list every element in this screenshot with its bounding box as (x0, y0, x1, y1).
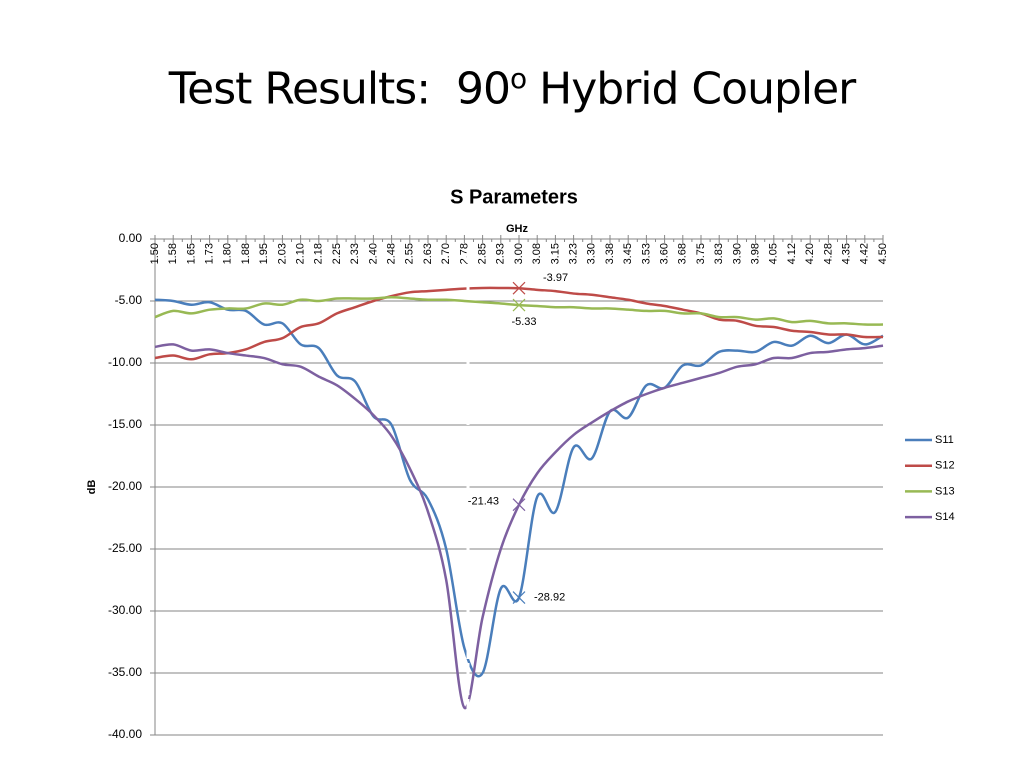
marker (512, 281, 526, 295)
x-tick-label: 1.50 (149, 243, 161, 264)
x-tick-label: 3.75 (695, 243, 707, 264)
title-superscript: o (510, 62, 527, 95)
data-label: -5.33 (511, 316, 536, 328)
x-tick-label: 4.28 (822, 243, 834, 264)
x-tick-label: 3.15 (549, 243, 561, 264)
x-tick-label: 3.45 (622, 243, 634, 264)
y-tick-label: -5.00 (115, 293, 143, 307)
x-tick-label: 4.12 (786, 243, 798, 264)
x-tick-label: 2.25 (331, 243, 343, 264)
x-tick-label: 3.38 (604, 243, 616, 264)
legend-label: S12 (935, 460, 955, 472)
marker (512, 498, 526, 512)
marker (512, 298, 526, 312)
x-tick-label: 1.95 (258, 243, 270, 264)
x-tick-label: 3.68 (677, 243, 689, 264)
x-tick-label: 2.85 (477, 243, 489, 264)
x-tick-label: 1.73 (204, 243, 216, 264)
x-tick-label: 4.50 (877, 243, 889, 264)
series-line (154, 343, 884, 709)
x-tick-label: 2.33 (349, 243, 361, 264)
x-tick-label: 2.63 (422, 243, 434, 264)
x-tick-label: 2.03 (276, 243, 288, 264)
x-tick-label: 3.90 (731, 243, 743, 264)
x-tick-label: 3.23 (568, 243, 580, 264)
y-tick-label: -25.00 (108, 541, 142, 555)
legend-label: S14 (935, 511, 955, 523)
y-tick-label: -35.00 (108, 665, 142, 679)
x-tick-label: 1.88 (240, 243, 252, 264)
data-label: -28.92 (534, 592, 565, 604)
x-tick-label: 4.35 (841, 243, 853, 264)
y-axis-title: dB (86, 480, 98, 495)
x-axis-title: GHz (506, 223, 529, 235)
y-tick-label: -15.00 (108, 417, 142, 431)
x-tick-label: 2.93 (495, 243, 507, 264)
x-tick-label: 3.98 (750, 243, 762, 264)
y-tick-label: -40.00 (108, 727, 142, 741)
data-label: -3.97 (543, 272, 568, 284)
legend-label: S11 (935, 434, 954, 446)
x-tick-label: 2.48 (386, 243, 398, 264)
y-tick-label: 0.00 (119, 231, 143, 245)
data-label: -21.43 (468, 496, 499, 508)
x-tick-label: 3.08 (531, 243, 543, 264)
slide-title: Test Results: 90o Hybrid Coupler (0, 62, 1024, 115)
y-tick-label: -10.00 (108, 355, 142, 369)
x-tick-label: 4.20 (804, 243, 816, 264)
title-text: Test Results: 90 (168, 63, 511, 115)
x-tick-label: 4.05 (768, 243, 780, 264)
x-tick-label: 3.53 (640, 243, 652, 264)
x-tick-label: 2.70 (440, 243, 452, 264)
x-tick-label: 3.83 (713, 243, 725, 264)
chart-title: S Parameters (450, 186, 578, 208)
legend-label: S13 (935, 485, 955, 497)
marker (512, 591, 526, 605)
x-tick-label: 1.58 (167, 243, 179, 264)
x-tick-label: 2.18 (313, 243, 325, 264)
x-tick-label: 2.55 (404, 243, 416, 264)
x-tick-label: 3.30 (586, 243, 598, 264)
y-tick-label: -20.00 (108, 479, 142, 493)
title-text: Hybrid Coupler (526, 63, 856, 115)
x-tick-label: 1.65 (185, 243, 197, 264)
x-tick-label: 4.42 (859, 243, 871, 264)
y-tick-label: -30.00 (108, 603, 142, 617)
x-tick-label: 2.40 (367, 243, 379, 264)
series-line (154, 298, 884, 678)
x-tick-label: 3.60 (659, 243, 671, 264)
x-tick-label: 2.10 (295, 243, 307, 264)
x-tick-label: 3.00 (513, 243, 525, 264)
x-tick-label: 1.80 (222, 243, 234, 264)
